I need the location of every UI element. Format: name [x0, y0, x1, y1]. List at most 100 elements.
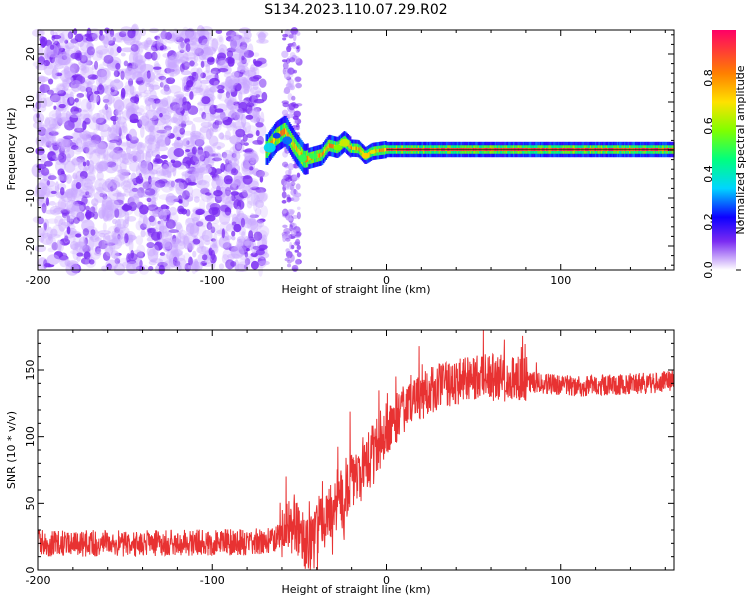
- spectrogram-noise-point: [135, 62, 143, 76]
- spectrogram-noise-point: [102, 94, 115, 105]
- spectrogram-noise-point: [196, 149, 205, 162]
- spectrogram-noise-point: [103, 54, 114, 64]
- spectrogram-noise-point: [116, 150, 126, 156]
- spectrogram-noise-point: [159, 112, 163, 118]
- spectrogram-noise-point: [192, 250, 197, 258]
- frequency-track-core: [375, 149, 378, 153]
- spectrogram-noise-point: [146, 241, 155, 249]
- spectrogram-noise-point: [138, 105, 146, 116]
- spectrogram-edge-point: [282, 209, 287, 214]
- frequency-track-core: [283, 128, 286, 135]
- frequency-track-core: [377, 148, 380, 153]
- spectrogram-noise-point: [57, 198, 67, 210]
- spectrogram-noise-point: [96, 68, 107, 78]
- spectrogram-noise-point: [51, 242, 59, 251]
- frequency-track-core: [361, 150, 364, 155]
- spectrogram-noise-point: [69, 111, 82, 119]
- frequency-track-core: [326, 145, 329, 150]
- spectrogram-noise-point: [99, 29, 103, 36]
- spectrogram-noise-point: [89, 185, 97, 191]
- spectrogram-noise-point: [200, 72, 206, 79]
- spectrogram-noise-point: [135, 149, 145, 163]
- spectrogram-noise-point: [60, 199, 69, 213]
- spectrogram-noise-point: [217, 88, 225, 94]
- spectrogram-noise-point: [48, 139, 55, 144]
- spectrogram-noise-point: [182, 52, 197, 60]
- frequency-track-core: [294, 144, 297, 151]
- spectrogram-noise-point: [241, 55, 245, 61]
- spectrogram-noise-point: [185, 217, 195, 224]
- spectrogram-noise-point: [201, 38, 210, 47]
- spectrogram-noise-point: [79, 212, 84, 222]
- frequency-track-blob-2: [282, 136, 293, 145]
- spectrogram-noise-point: [193, 49, 199, 64]
- spectrogram-edge-point: [295, 76, 302, 82]
- spectrogram-noise-point: [83, 146, 90, 154]
- spectrogram-noise-point: [109, 139, 119, 144]
- spectrogram-noise-point: [60, 30, 72, 42]
- spectrogram-noise-point: [246, 78, 253, 92]
- spectrogram-noise-point: [41, 202, 47, 214]
- spectrogram-noise-point: [52, 117, 62, 130]
- spectrogram-noise-point: [222, 211, 233, 219]
- spectrogram-noise-point: [79, 130, 91, 140]
- spectrogram-noise-point: [190, 132, 205, 147]
- spectrogram-noise-point: [114, 208, 120, 219]
- spectrogram-noise-point: [124, 233, 129, 244]
- spectrogram-noise-point: [168, 186, 175, 191]
- spectrogram-noise-point: [156, 69, 170, 76]
- spectrogram-noise-point: [96, 49, 104, 59]
- spectrogram-noise-point: [118, 127, 122, 137]
- spectrogram-noise-point: [46, 254, 60, 265]
- spectrogram-noise-point: [87, 163, 96, 174]
- spectrogram-noise-point: [225, 30, 237, 38]
- spectrogram-noise-point: [159, 252, 166, 257]
- spectrogram-noise-point: [165, 166, 173, 175]
- spectrogram-noise-point: [53, 105, 57, 110]
- spectrogram-noise-point: [134, 55, 147, 64]
- spectrogram-noise-point: [94, 161, 109, 172]
- spectrogram-noise-point: [69, 62, 78, 72]
- x-tick-label-1: -100: [200, 574, 225, 587]
- spectrogram-noise-point: [206, 57, 215, 65]
- spectrogram-edge-point: [295, 123, 300, 131]
- frequency-track-blob-8: [369, 149, 376, 154]
- spectrogram-noise-point: [55, 29, 65, 43]
- spectrogram-noise-point: [252, 245, 260, 250]
- spectrogram-noise-point: [82, 228, 90, 236]
- spectrogram-noise-point: [228, 79, 235, 92]
- spectrogram-noise-point: [253, 52, 260, 57]
- spectrogram-edge-point: [295, 238, 301, 246]
- spectrogram-noise-point: [158, 210, 167, 221]
- spectrogram-noise-point: [129, 84, 135, 95]
- spectrogram-noise-point: [152, 209, 163, 215]
- spectrogram-noise-point: [65, 110, 71, 120]
- spectrogram-noise-point: [32, 60, 47, 68]
- spectrogram-noise-point: [145, 71, 156, 86]
- spectrogram-noise-point: [212, 232, 218, 247]
- spectrogram-edge-point: [287, 78, 295, 86]
- spectrogram-noise-point: [177, 42, 189, 53]
- frequency-track-core: [319, 153, 321, 158]
- spectrogram-noise-point: [179, 49, 185, 53]
- spectrogram-noise-point: [86, 46, 96, 56]
- spectrogram-noise-point: [135, 78, 144, 85]
- spectrogram-noise-point: [232, 101, 241, 106]
- spectrogram-noise-point: [116, 46, 122, 54]
- spectrogram-noise-point: [43, 140, 58, 146]
- spectrogram-noise-point: [242, 175, 253, 185]
- spectrogram-noise-point: [71, 174, 78, 180]
- frequency-track-core: [308, 156, 310, 161]
- spectrogram-noise-point: [160, 88, 172, 96]
- colorbar-gradient: [712, 30, 736, 270]
- spectrogram-noise-point: [148, 260, 157, 266]
- frequency-track-core: [293, 142, 296, 149]
- spectrogram-noise-point: [243, 70, 257, 77]
- spectrogram-noise-point: [121, 158, 129, 165]
- y-tick-label-3: 150: [24, 360, 37, 381]
- spectrogram-noise-point: [179, 127, 186, 135]
- spectrogram-noise-point: [190, 130, 202, 138]
- spectrogram-noise-point: [79, 170, 88, 180]
- x-tick-label-3: 100: [550, 274, 571, 287]
- spectrogram-noise-point: [72, 246, 80, 261]
